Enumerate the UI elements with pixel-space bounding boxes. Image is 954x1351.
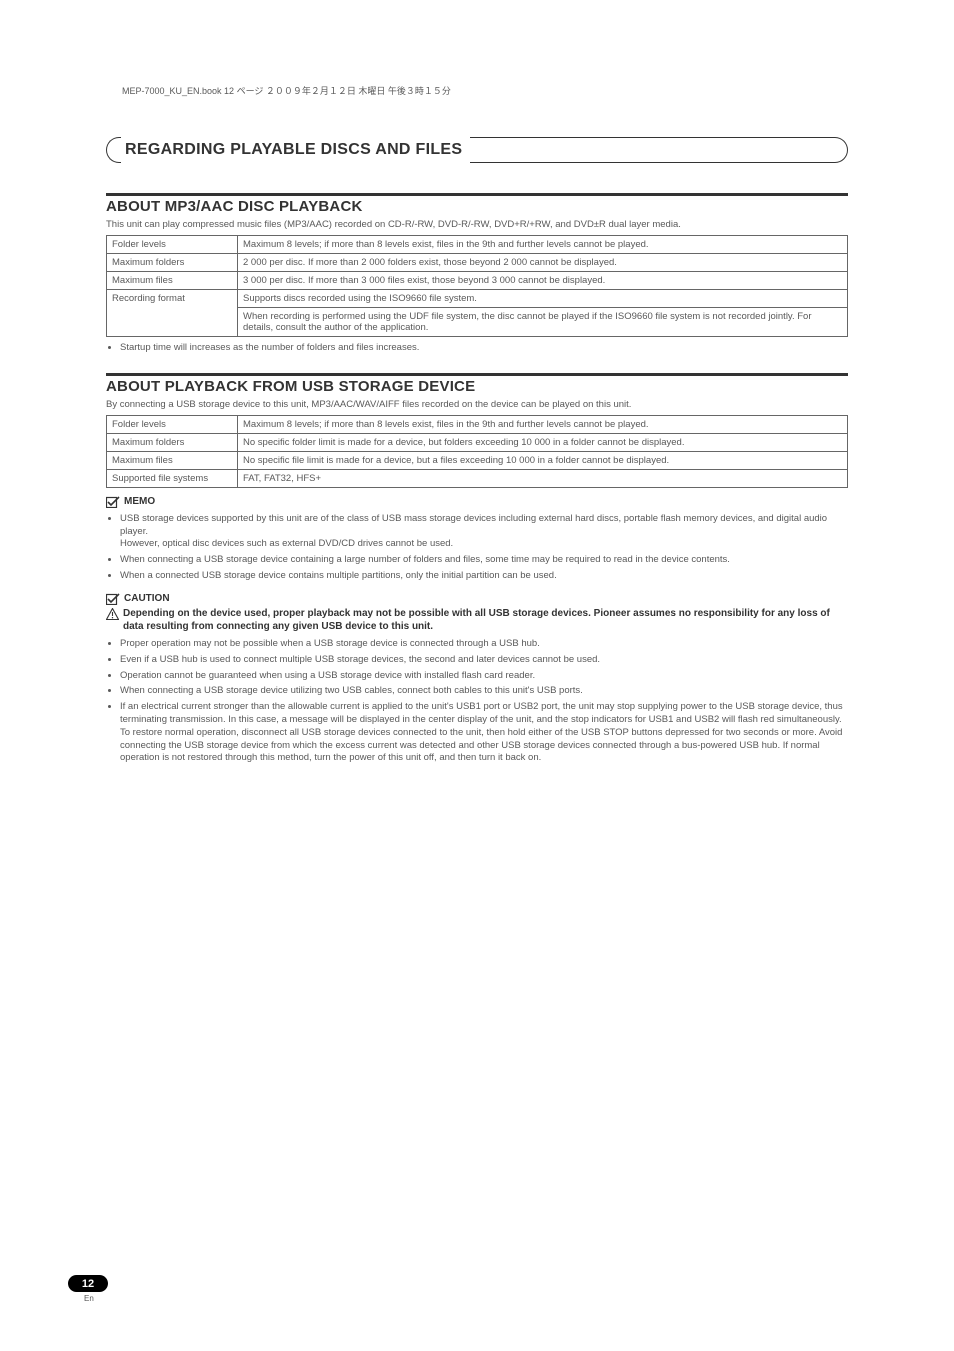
warning-triangle-icon bbox=[106, 608, 119, 620]
usb-table: Folder levels Maximum 8 levels; if more … bbox=[106, 415, 848, 488]
cell-value: FAT, FAT32, HFS+ bbox=[238, 469, 848, 487]
list-item: When a connected USB storage device cont… bbox=[120, 570, 848, 583]
list-item: When connecting a USB storage device uti… bbox=[120, 685, 848, 698]
table-row: Maximum files 3 000 per disc. If more th… bbox=[107, 272, 848, 290]
caution-label: CAUTION bbox=[124, 593, 170, 604]
list-item: Proper operation may not be possible whe… bbox=[120, 638, 848, 651]
cell-key: Folder levels bbox=[107, 415, 238, 433]
cell-key: Recording format bbox=[107, 290, 238, 337]
cell-value: Maximum 8 levels; if more than 8 levels … bbox=[238, 236, 848, 254]
table-row: Maximum files No specific file limit is … bbox=[107, 451, 848, 469]
table-row: Maximum folders 2 000 per disc. If more … bbox=[107, 254, 848, 272]
cell-value: No specific folder limit is made for a d… bbox=[238, 433, 848, 451]
mp3-table: Folder levels Maximum 8 levels; if more … bbox=[106, 235, 848, 337]
cell-key: Folder levels bbox=[107, 236, 238, 254]
checkbox-check-icon bbox=[106, 496, 120, 508]
table-row: Folder levels Maximum 8 levels; if more … bbox=[107, 415, 848, 433]
page-number-badge: 12 bbox=[68, 1275, 108, 1292]
caution-first-text: Depending on the device used, proper pla… bbox=[123, 607, 848, 633]
memo-list: USB storage devices supported by this un… bbox=[106, 513, 848, 583]
mp3-notes: Startup time will increases as the numbe… bbox=[106, 342, 848, 355]
list-item: When connecting a USB storage device con… bbox=[120, 554, 848, 567]
cell-value: No specific file limit is made for a dev… bbox=[238, 451, 848, 469]
list-item: Operation cannot be guaranteed when usin… bbox=[120, 670, 848, 683]
caution-block: CAUTION Depending on the device used, pr… bbox=[106, 593, 848, 765]
list-item: If an electrical current stronger than t… bbox=[120, 701, 848, 765]
cell-key: Maximum files bbox=[107, 272, 238, 290]
cell-value: 3 000 per disc. If more than 3 000 files… bbox=[238, 272, 848, 290]
usb-intro: By connecting a USB storage device to th… bbox=[106, 399, 848, 410]
memo-block: MEMO USB storage devices supported by th… bbox=[106, 496, 848, 583]
section-title: REGARDING PLAYABLE DISCS AND FILES bbox=[125, 141, 462, 159]
cell-value: Maximum 8 levels; if more than 8 levels … bbox=[238, 415, 848, 433]
usb-heading: ABOUT PLAYBACK FROM USB STORAGE DEVICE bbox=[106, 378, 848, 395]
list-item: Startup time will increases as the numbe… bbox=[120, 342, 848, 355]
cell-key: Maximum folders bbox=[107, 254, 238, 272]
cell-value: Supports discs recorded using the ISO966… bbox=[238, 290, 848, 308]
list-item: USB storage devices supported by this un… bbox=[120, 513, 848, 551]
table-row: Maximum folders No specific folder limit… bbox=[107, 433, 848, 451]
cell-key: Supported file systems bbox=[107, 469, 238, 487]
list-item: Even if a USB hub is used to connect mul… bbox=[120, 654, 848, 667]
book-page-note: MEP-7000_KU_EN.book 12 ページ ２００９年２月１２日 木曜… bbox=[122, 84, 848, 97]
caution-list: Proper operation may not be possible whe… bbox=[106, 638, 848, 765]
mp3-heading-bar: ABOUT MP3/AAC DISC PLAYBACK bbox=[106, 193, 848, 215]
checkbox-check-icon bbox=[106, 593, 120, 605]
table-row: Folder levels Maximum 8 levels; if more … bbox=[107, 236, 848, 254]
cell-value: When recording is performed using the UD… bbox=[238, 308, 848, 337]
cell-key: Maximum folders bbox=[107, 433, 238, 451]
table-row: Recording format Supports discs recorded… bbox=[107, 290, 848, 308]
mp3-heading: ABOUT MP3/AAC DISC PLAYBACK bbox=[106, 198, 848, 215]
cell-value: 2 000 per disc. If more than 2 000 folde… bbox=[238, 254, 848, 272]
memo-label: MEMO bbox=[124, 496, 155, 507]
band-cap-left bbox=[106, 137, 121, 163]
cell-key: Maximum files bbox=[107, 451, 238, 469]
page-number-block: 12 En bbox=[68, 1275, 848, 1303]
page-lang: En bbox=[84, 1294, 848, 1303]
section-title-band: REGARDING PLAYABLE DISCS AND FILES bbox=[106, 137, 848, 163]
table-row: Supported file systems FAT, FAT32, HFS+ bbox=[107, 469, 848, 487]
usb-heading-bar: ABOUT PLAYBACK FROM USB STORAGE DEVICE bbox=[106, 373, 848, 395]
band-cap-right bbox=[470, 137, 848, 163]
mp3-intro: This unit can play compressed music file… bbox=[106, 219, 848, 230]
